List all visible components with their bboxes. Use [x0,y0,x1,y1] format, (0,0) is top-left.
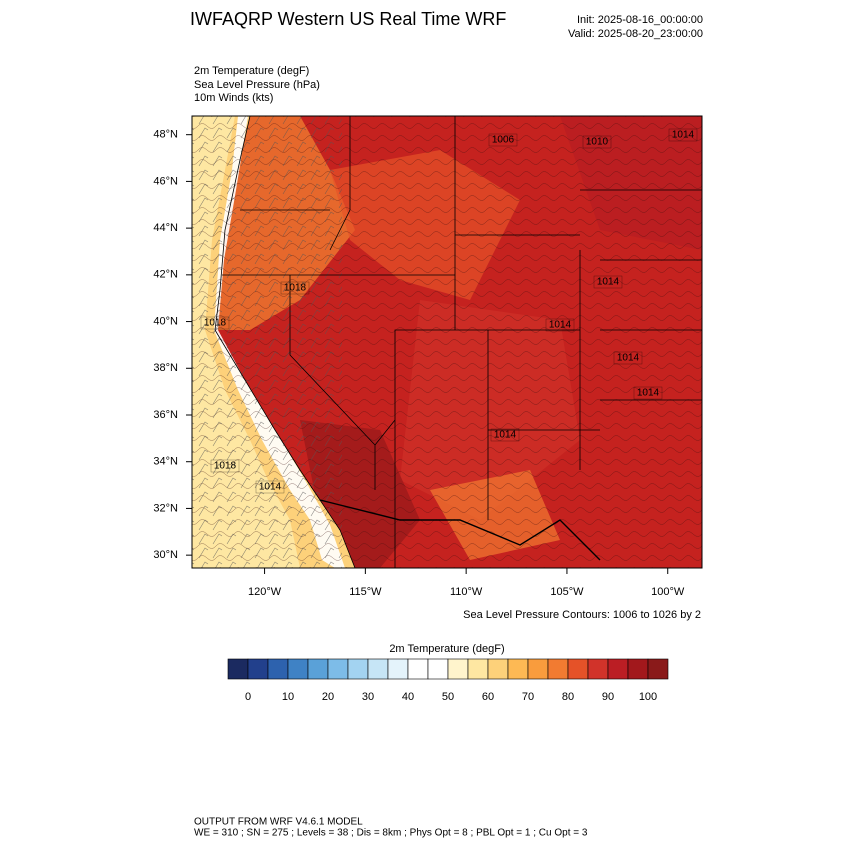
colorbar-box [527,658,549,680]
x-tick-label: 115°W [349,586,382,598]
init-time: Init: 2025-08-16_00:00:00 [577,14,703,26]
colorbar-tick-label: 10 [282,691,294,703]
contour-label: 1006 [492,135,515,146]
y-tick-label: 30°N [153,549,178,561]
colorbar-box [247,658,269,680]
contour-label-box [593,275,623,289]
contour-label: 1014 [259,482,282,493]
contour-label: 1014 [549,320,572,331]
contour-label: 1014 [597,277,620,288]
contour-label: 1014 [494,430,517,441]
colorbar-box [487,658,509,680]
y-tick-label: 48°N [153,129,178,141]
colorbar-box [467,658,489,680]
x-tick-label: 110°W [450,586,483,598]
valid-time: Valid: 2025-08-20_23:00:00 [568,28,703,40]
contour-label-box [255,480,285,494]
contour-label: 1018 [284,283,307,294]
y-tick-label: 44°N [153,222,178,234]
colorbar-box [287,658,309,680]
colorbar-box [387,658,409,680]
contour-label: 1018 [214,461,237,472]
colorbar-box [587,658,609,680]
colorbar-box [307,658,329,680]
colorbar-box [647,658,669,680]
colorbar-box [267,658,289,680]
colorbar-tick-label: 0 [245,691,251,703]
colorbar-title: 2m Temperature (degF) [389,643,504,655]
y-tick-label: 42°N [153,269,178,281]
contour-label-box [490,428,520,442]
y-tick-label: 32°N [153,502,178,514]
colorbar-tick-label: 80 [562,691,574,703]
field-label: Sea Level Pressure (hPa) [194,79,320,91]
colorbar-box [427,658,449,680]
contour-label-box [613,351,643,365]
y-tick-label: 40°N [153,315,178,327]
contour-label: 1010 [586,137,609,148]
colorbar-box [547,658,569,680]
contour-label-box [210,459,240,473]
colorbar-box [507,658,529,680]
contour-label-box [488,133,518,147]
colorbar-box [627,658,649,680]
colorbar-box [327,658,349,680]
colorbar-box [367,658,389,680]
map [192,116,702,568]
field-label: 2m Temperature (degF) [194,65,309,77]
contour-label-box [545,318,575,332]
contour-note: Sea Level Pressure Contours: 1006 to 102… [463,609,701,621]
map-frame [191,115,703,569]
y-tick-label: 38°N [153,362,178,374]
colorbar-tick-label: 40 [402,691,414,703]
contour-label-box [668,128,698,142]
y-tick-label: 46°N [153,175,178,187]
footer: OUTPUT FROM WRF V4.6.1 MODEL [194,817,363,828]
contour-label-box [280,281,310,295]
field-label: 10m Winds (kts) [194,92,273,104]
colorbar-tick-label: 100 [639,691,657,703]
colorbar-tick-label: 60 [482,691,494,703]
y-tick-label: 36°N [153,409,178,421]
colorbar-box [227,658,249,680]
contour-label: 1014 [672,130,695,141]
colorbar-box [567,658,589,680]
colorbar-box [407,658,429,680]
contour-label-box [582,135,612,149]
footer: WE = 310 ; SN = 275 ; Levels = 38 ; Dis … [194,828,588,839]
contour-label-box [200,316,230,330]
x-tick-label: 120°W [248,586,282,598]
colorbar-tick-label: 90 [602,691,614,703]
colorbar-tick-label: 50 [442,691,454,703]
x-tick-label: 100°W [651,586,685,598]
contour-label: 1014 [637,388,660,399]
contour-label: 1018 [204,318,227,329]
colorbar-tick-label: 20 [322,691,334,703]
contour-label-box [633,386,663,400]
colorbar-tick-label: 70 [522,691,534,703]
title: IWFAQRP Western US Real Time WRF [190,9,506,29]
colorbar-box [607,658,629,680]
x-tick-label: 105°W [550,586,584,598]
contour-label: 1014 [617,353,640,364]
colorbar-tick-label: 30 [362,691,374,703]
y-tick-label: 34°N [153,456,178,468]
colorbar-box [447,658,469,680]
colorbar-box [347,658,369,680]
